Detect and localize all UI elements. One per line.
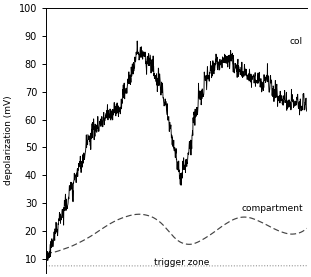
Y-axis label: depolarization (mV): depolarization (mV) — [4, 96, 13, 185]
Text: col: col — [290, 37, 303, 46]
Text: trigger zone: trigger zone — [154, 258, 209, 266]
Text: compartment: compartment — [241, 204, 303, 213]
